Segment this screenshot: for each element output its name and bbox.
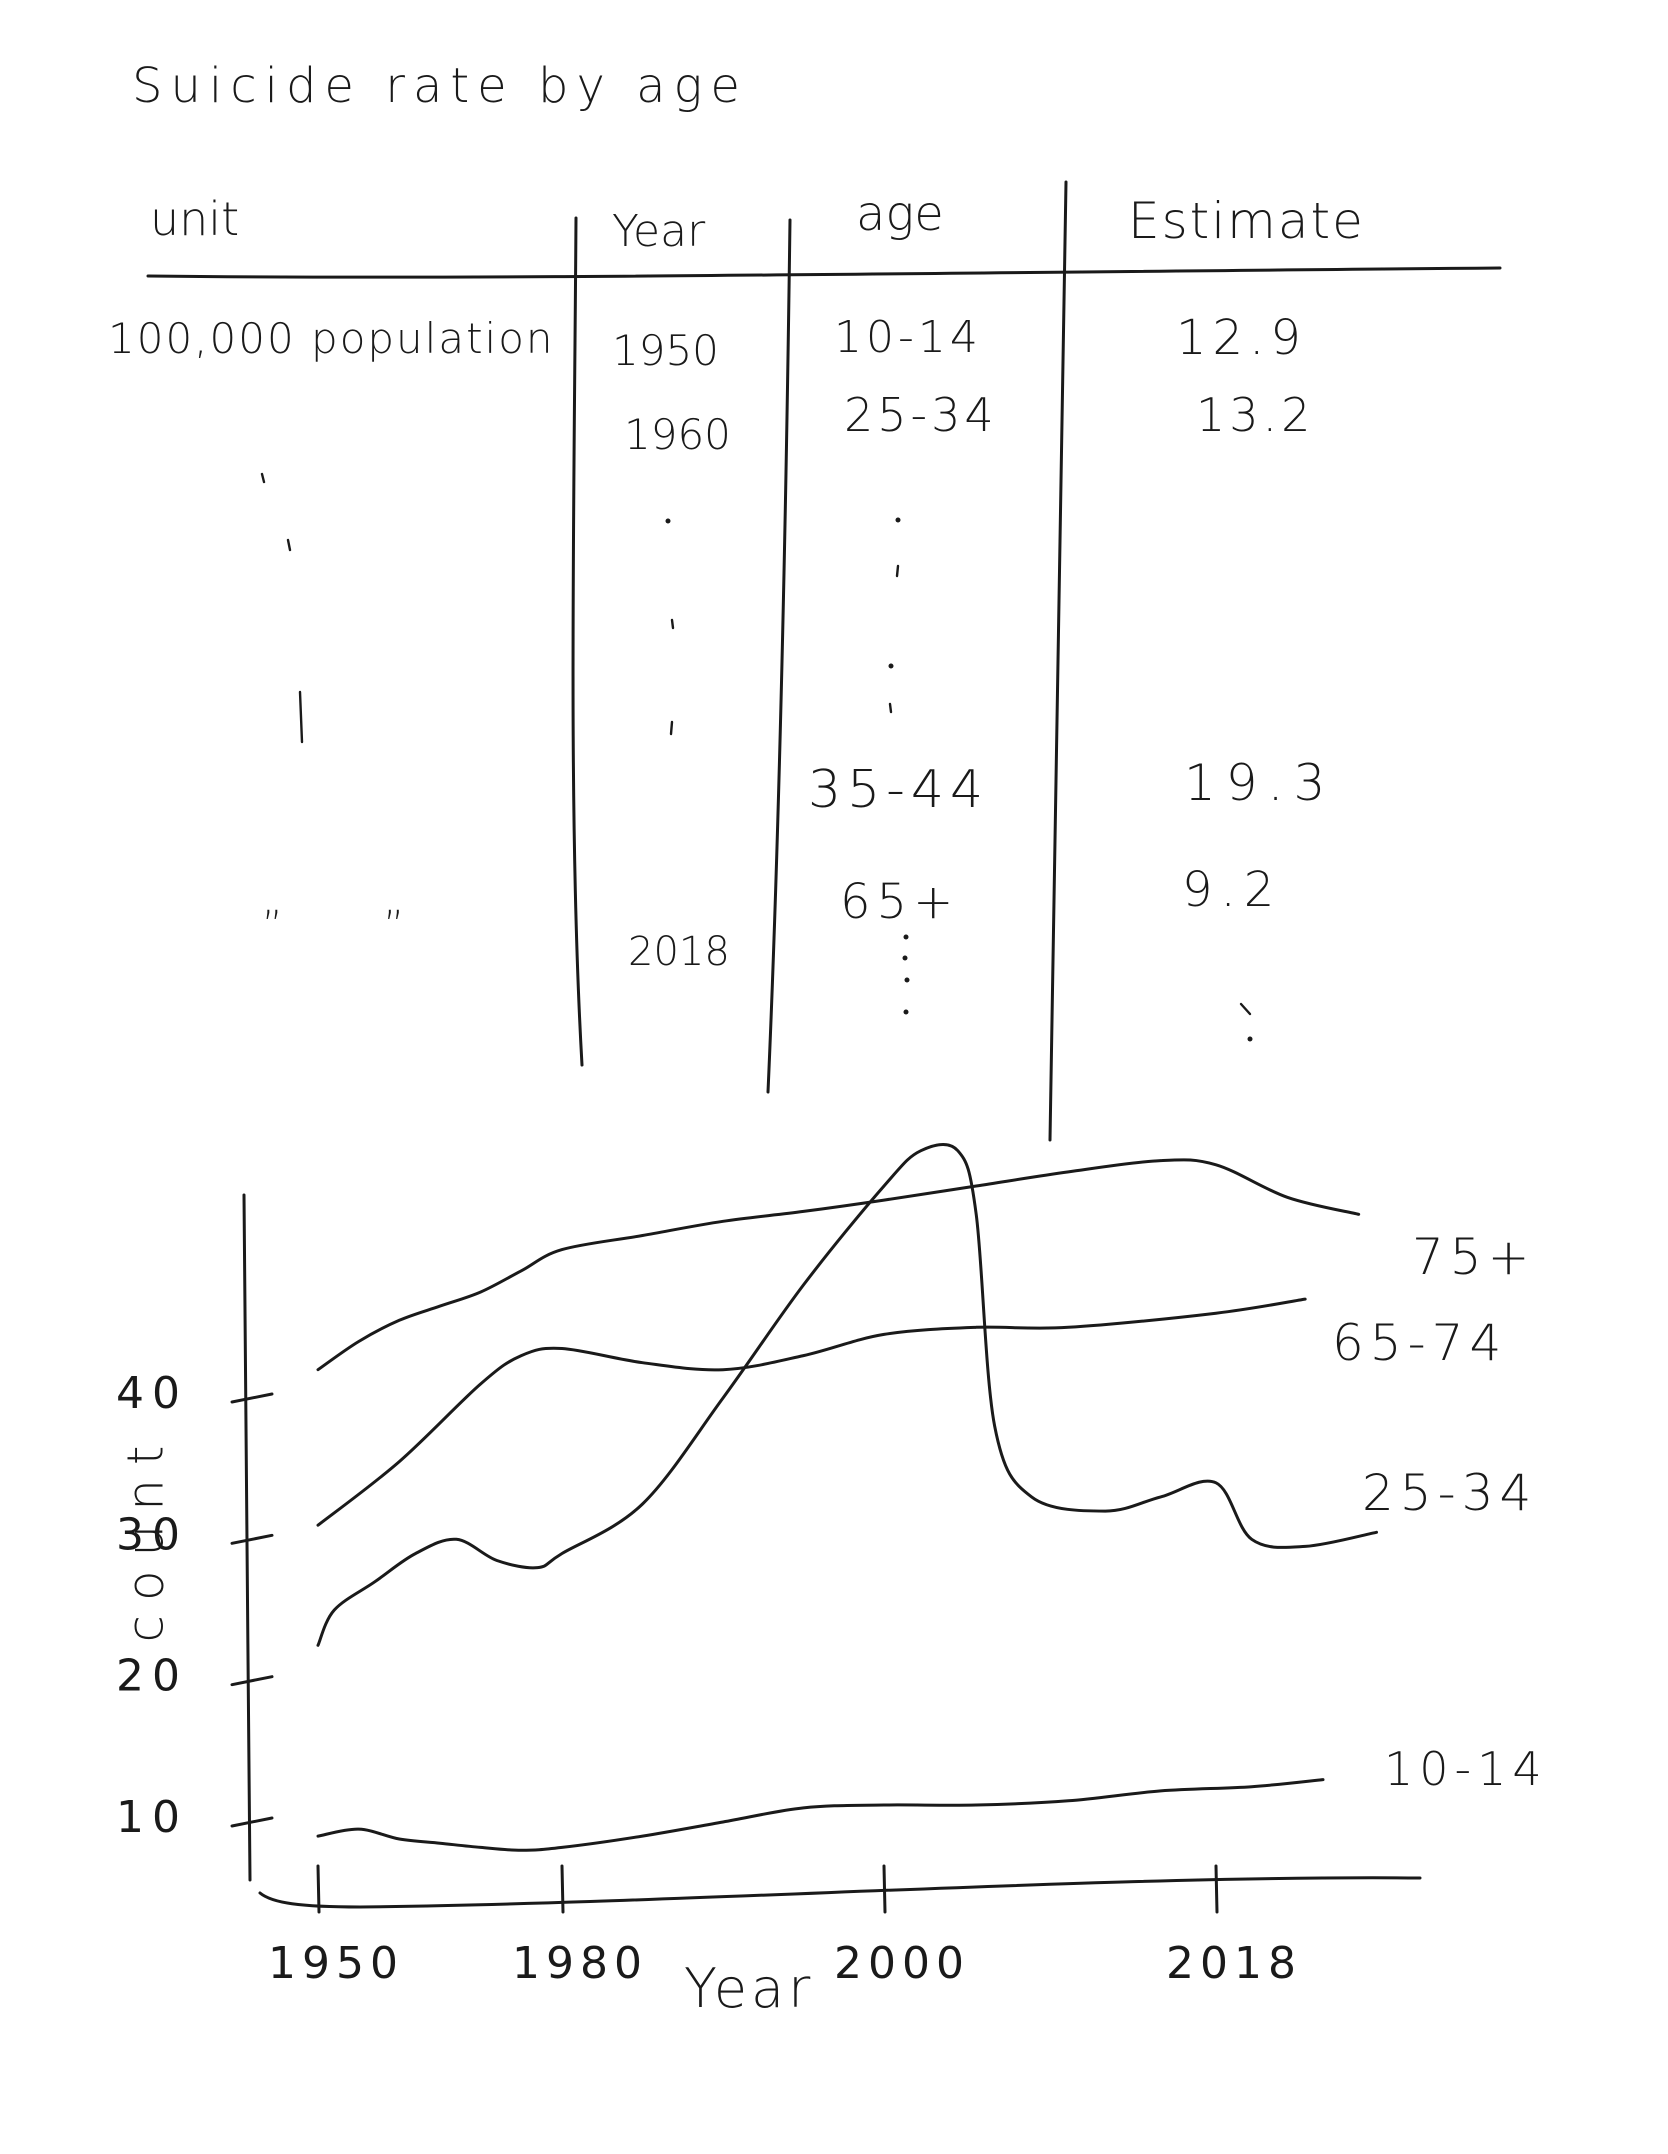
x-tick-label: 2018 — [1166, 1938, 1302, 1989]
table-divider-1 — [571, 216, 584, 1067]
y-tick-label: 40 — [116, 1368, 188, 1419]
table-cell-age: 65+ — [840, 874, 960, 930]
series-label-75plus: 75+ — [1412, 1228, 1536, 1286]
table-cell-age: 10-14 — [834, 312, 982, 363]
table-cell-unit: ” ” — [262, 903, 449, 949]
table-cell-age: 25-34 — [844, 388, 998, 442]
x-tick-label: 1950 — [268, 1938, 404, 1989]
table-col-estimate: Estimate — [1128, 192, 1365, 250]
y-tick-label: 30 — [116, 1509, 188, 1560]
y-tick — [230, 1533, 274, 1545]
table-col-year: Year — [612, 206, 706, 257]
chart-ticks: 10 20 30 40 1950 1980 2000 2018 — [116, 1368, 1302, 1989]
y-tick — [230, 1392, 274, 1404]
y-tick — [230, 1675, 274, 1687]
x-tick — [560, 1864, 565, 1914]
table-cell-unit: 100,000 population — [108, 314, 555, 363]
table-divider-2 — [766, 218, 792, 1094]
table-cell-estimate: 12.9 — [1176, 310, 1307, 366]
series-label-25-34: 25-34 — [1362, 1464, 1538, 1522]
series-line-3 — [316, 1778, 1325, 1852]
y-tick — [230, 1816, 274, 1828]
x-tick-label: 1980 — [512, 1938, 648, 1989]
chart-x-axis — [258, 1876, 1422, 1909]
y-tick-label: 10 — [116, 1792, 188, 1843]
series-label-10-14: 10-14 — [1384, 1742, 1548, 1796]
page-title: Suicide rate by age — [132, 58, 748, 114]
table-col-age: age — [856, 186, 944, 242]
table-cell-estimate: 19.3 — [1184, 754, 1336, 812]
table-divider-3 — [1048, 180, 1068, 1142]
x-tick — [1214, 1864, 1219, 1914]
chart-y-axis — [242, 1193, 252, 1882]
x-tick — [882, 1864, 887, 1914]
table-cell-estimate: 9.2 — [1182, 862, 1283, 918]
x-tick — [316, 1864, 321, 1914]
x-axis-title: Year — [684, 1957, 815, 2020]
series-line-0 — [316, 1158, 1361, 1372]
table-ellipsis-marks — [260, 472, 1253, 1042]
series-line-2 — [316, 1142, 1378, 1647]
table-header-rule — [146, 266, 1502, 279]
table-cell-year: 1960 — [624, 410, 731, 459]
table-col-unit: unit — [150, 192, 240, 246]
y-tick-label: 20 — [116, 1651, 188, 1702]
table-cell-year: 2018 — [628, 929, 730, 975]
series-line-1 — [316, 1297, 1307, 1527]
y-axis-title: count — [116, 1431, 175, 1643]
table-cell-estimate: 13.2 — [1196, 388, 1315, 442]
series-label-65-74: 65-74 — [1332, 1314, 1508, 1372]
table-cell-age: 35-44 — [808, 760, 990, 820]
table-cell-year: 1950 — [612, 326, 719, 375]
x-tick-label: 2000 — [834, 1938, 970, 1989]
chart-lines — [316, 1142, 1378, 1852]
